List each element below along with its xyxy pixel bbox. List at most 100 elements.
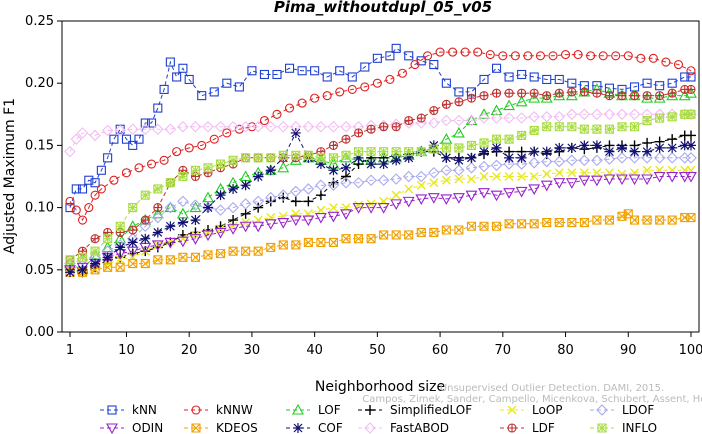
point-odin-15 — [252, 221, 265, 233]
point-knn-33 — [360, 62, 370, 72]
legend-item-knnw: kNNW — [184, 403, 253, 417]
point-loop-38 — [542, 169, 552, 179]
legend-label-simplifiedlof: SimplifiedLOF — [390, 403, 472, 417]
point-kdeos-33 — [479, 221, 489, 231]
point-knnw-49 — [648, 53, 658, 63]
point-ldf-39 — [554, 88, 564, 98]
point-odin-30 — [440, 194, 453, 206]
point-odin-34 — [490, 190, 503, 202]
point-knnw-51 — [673, 59, 684, 70]
point-kdeos-2 — [90, 265, 100, 275]
point-ldf-42 — [592, 88, 602, 98]
point-fastabod-13 — [214, 120, 227, 133]
point-knn-36 — [391, 43, 401, 53]
point-ldf-41 — [579, 87, 589, 97]
point-inflo-4 — [115, 221, 125, 231]
point-kdeos-6 — [140, 259, 150, 269]
point-cof-35 — [504, 152, 515, 163]
x-tick-label-7: 70 — [495, 343, 512, 358]
point-ldof-43 — [603, 153, 616, 165]
series-fastabod — [64, 108, 697, 158]
point-inflo-37 — [529, 125, 539, 136]
legend-item-inflo: INFLO — [590, 421, 657, 434]
point-fastabod-44 — [603, 108, 616, 121]
point-cof-22 — [341, 162, 351, 173]
point-inflo-18 — [291, 150, 301, 160]
point-kdeos-20 — [316, 237, 326, 247]
point-odin-29 — [427, 193, 440, 204]
legend-item-lof: LOF — [286, 403, 341, 417]
point-ldf-48 — [667, 88, 677, 98]
point-knnw-13 — [197, 140, 207, 150]
point-kdeos-3 — [103, 262, 113, 272]
point-odin-22 — [340, 209, 352, 220]
point-kdeos-25 — [379, 230, 389, 240]
point-knn-6 — [103, 153, 113, 163]
point-odin-41 — [578, 175, 591, 187]
point-knn-30 — [322, 72, 332, 82]
point-knn-58 — [667, 78, 677, 88]
legend-label-knn: kNN — [132, 403, 157, 417]
point-fastabod-41 — [566, 108, 578, 121]
point-inflo-11 — [203, 163, 213, 173]
point-knn-57 — [655, 81, 665, 91]
point-loop-46 — [642, 165, 652, 175]
y-tick-label-0: 0.00 — [25, 325, 54, 340]
point-inflo-9 — [178, 171, 188, 182]
point-odin-49 — [678, 171, 691, 183]
series-knnw — [65, 47, 696, 225]
point-fastabod-39 — [540, 111, 553, 123]
point-loop-29 — [429, 178, 439, 188]
point-kdeos-5 — [128, 259, 138, 269]
point-loop-48 — [667, 165, 677, 175]
point-ldof-8 — [164, 201, 177, 214]
point-fastabod-21 — [315, 120, 327, 133]
point-cof-12 — [215, 190, 226, 201]
point-cof-34 — [491, 142, 502, 153]
point-knn-46 — [517, 69, 527, 80]
point-knnw-12 — [184, 143, 194, 153]
point-inflo-50 — [686, 109, 696, 119]
point-loop-27 — [404, 184, 414, 194]
point-ldf-25 — [379, 122, 389, 132]
legend-item-simplifiedlof: SimplifiedLOF — [358, 403, 472, 417]
point-inflo-14 — [241, 153, 251, 163]
point-inflo-43 — [604, 124, 615, 134]
point-odin-43 — [603, 174, 616, 186]
point-kdeos-17 — [278, 240, 288, 250]
point-knnw-37 — [498, 51, 508, 61]
point-cof-9 — [177, 217, 188, 228]
point-knn-37 — [404, 51, 414, 61]
point-kdeos-41 — [579, 217, 589, 228]
point-inflo-38 — [542, 122, 552, 132]
point-odin-25 — [377, 203, 390, 214]
point-inflo-0 — [65, 255, 75, 265]
point-cof-8 — [165, 221, 176, 232]
point-fastabod-45 — [616, 108, 628, 121]
point-kdeos-47 — [642, 215, 652, 225]
legend-label-kdeos: KDEOS — [216, 421, 258, 434]
point-ldf-2 — [90, 234, 100, 244]
point-ldof-25 — [377, 174, 390, 187]
point-knnw-33 — [448, 47, 458, 57]
point-cof-16 — [265, 165, 276, 176]
point-knnw-23 — [322, 91, 332, 101]
point-odin-39 — [553, 178, 566, 189]
point-ldof-50 — [685, 152, 697, 164]
point-cof-14 — [240, 180, 251, 191]
legend-swatch-marker-knn — [107, 405, 117, 415]
point-ldof-22 — [340, 176, 352, 189]
series-cof — [65, 127, 696, 278]
point-fastabod-14 — [227, 120, 239, 133]
point-odin-18 — [289, 215, 302, 227]
point-inflo-26 — [391, 147, 401, 157]
point-odin-11 — [202, 230, 214, 242]
point-knnw-18 — [259, 115, 270, 126]
plot-frame — [61, 20, 700, 333]
point-cof-31 — [453, 155, 464, 166]
point-ldof-48 — [666, 152, 678, 164]
point-ldof-17 — [277, 189, 290, 201]
point-knnw-8 — [134, 163, 144, 173]
point-ldof-31 — [453, 164, 465, 177]
